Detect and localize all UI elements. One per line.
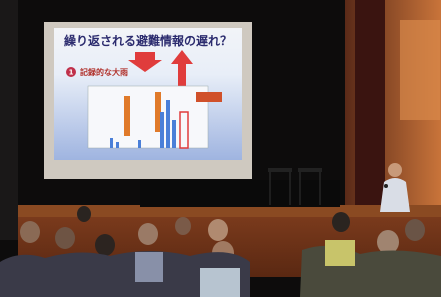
head [95, 234, 115, 256]
shirt [135, 252, 163, 282]
lecture-photo: 繰り返される避難情報の遅れ？ 1 記録的な大雨 [0, 0, 441, 297]
head [405, 219, 425, 241]
slide-bar [166, 100, 170, 148]
microphone [384, 184, 388, 188]
slide-label-box [196, 92, 222, 102]
chair [298, 168, 322, 172]
speaker-body [380, 178, 410, 212]
badge-number: 1 [69, 69, 74, 77]
slide-bar [138, 140, 141, 148]
head [377, 230, 399, 254]
wall-panel [400, 20, 440, 120]
stage-floor [140, 180, 340, 207]
slide-label-box [124, 96, 130, 136]
shirt [325, 240, 355, 266]
slide-subtitle: 記録的な大雨 [80, 67, 128, 77]
slide-title: 繰り返される避難情報の遅れ？ [64, 33, 232, 48]
slide-bar [172, 120, 176, 148]
head [55, 227, 75, 249]
chair [268, 168, 292, 172]
head [20, 221, 40, 243]
head [138, 223, 158, 245]
curtain [355, 0, 385, 210]
head [77, 206, 91, 222]
slide-bar [116, 142, 119, 148]
shirt [200, 268, 240, 297]
slide-bar [160, 112, 164, 148]
bodies [300, 246, 441, 297]
head [208, 219, 228, 241]
speaker-head [388, 163, 402, 177]
head [175, 217, 191, 235]
head [332, 212, 350, 232]
left-wall [0, 0, 18, 240]
slide-chart [88, 86, 208, 148]
slide-bar [110, 138, 113, 148]
